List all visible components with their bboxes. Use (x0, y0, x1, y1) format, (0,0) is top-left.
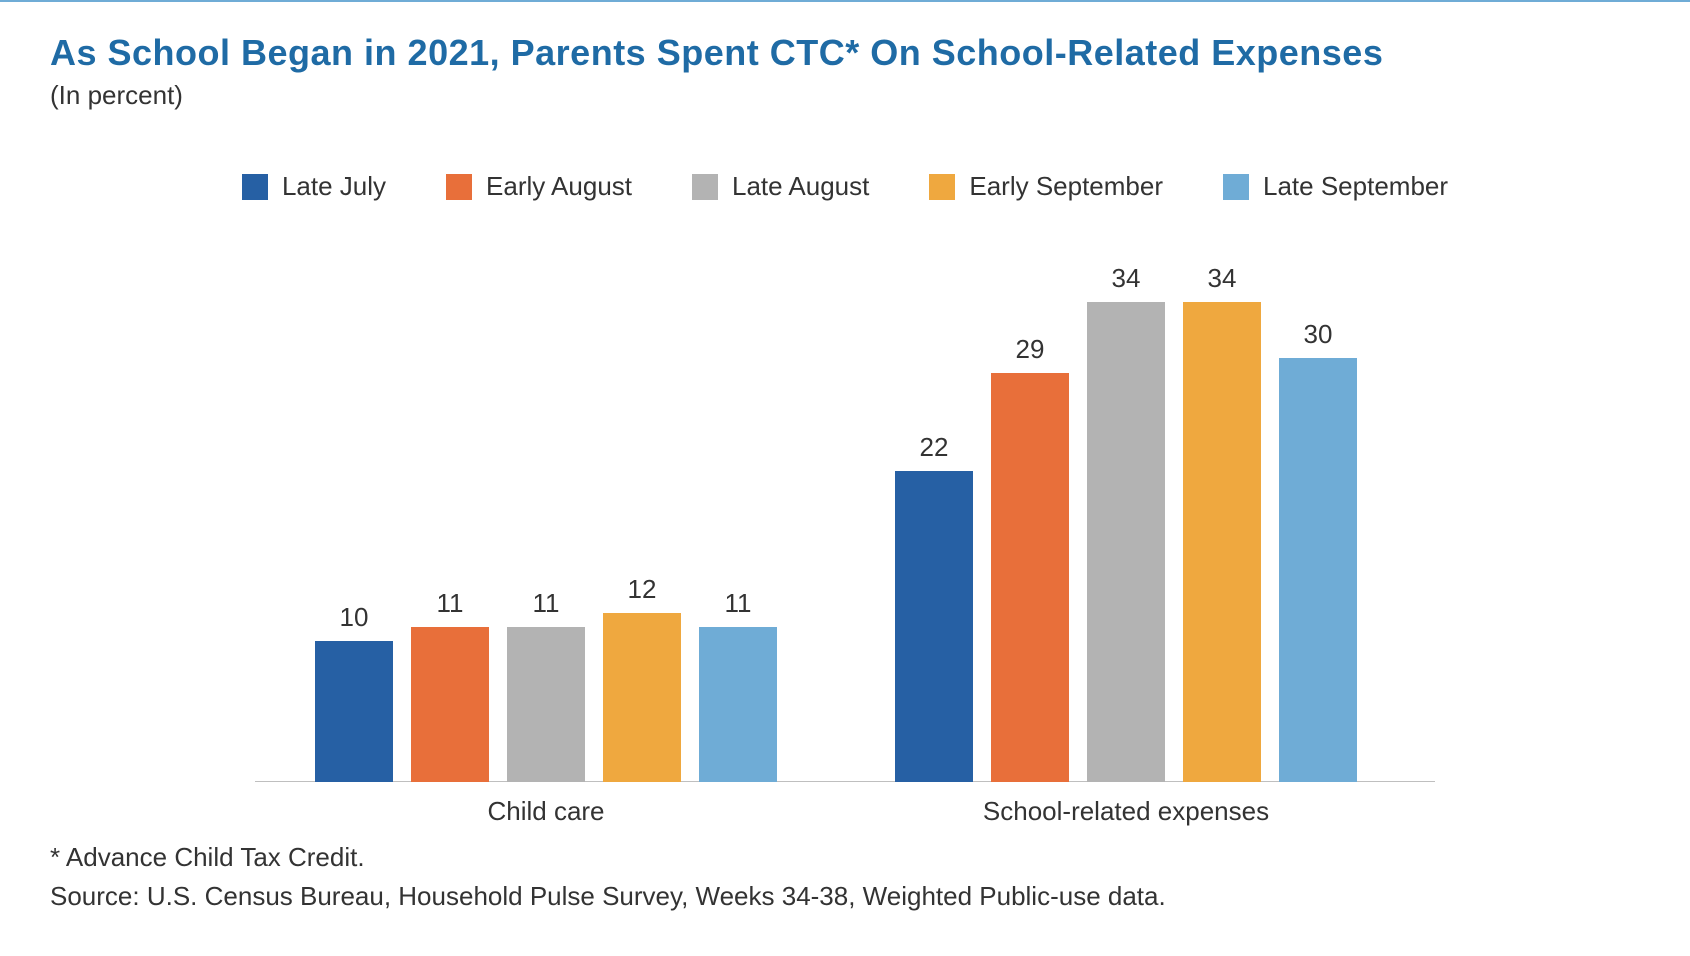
legend-item: Early August (446, 171, 632, 202)
bar (507, 627, 585, 782)
bar-wrap: 12 (603, 574, 681, 782)
bar-value-label: 22 (920, 432, 949, 463)
bar-group: 22 29 34 34 30 (895, 263, 1357, 782)
legend-item: Early September (929, 171, 1163, 202)
legend-item: Late August (692, 171, 869, 202)
bar-wrap: 34 (1183, 263, 1261, 782)
bar-value-label: 11 (533, 588, 560, 619)
category-label: School-related expenses (983, 796, 1269, 827)
bar-value-label: 11 (437, 588, 464, 619)
bar-wrap: 34 (1087, 263, 1165, 782)
bar (699, 627, 777, 782)
legend-label: Early August (486, 171, 632, 202)
bar-wrap: 22 (895, 432, 973, 782)
legend-label: Early September (969, 171, 1163, 202)
legend-swatch (1223, 174, 1249, 200)
bar-wrap: 11 (507, 588, 585, 782)
legend-label: Late July (282, 171, 386, 202)
chart-title: As School Began in 2021, Parents Spent C… (50, 32, 1640, 74)
bar (1087, 302, 1165, 782)
bar-wrap: 30 (1279, 319, 1357, 782)
bar (991, 373, 1069, 782)
bar-value-label: 30 (1304, 319, 1333, 350)
bar (1279, 358, 1357, 782)
bar-wrap: 29 (991, 334, 1069, 782)
footnote-source: Source: U.S. Census Bureau, Household Pu… (50, 877, 1166, 916)
legend-label: Late August (732, 171, 869, 202)
bar (411, 627, 489, 782)
legend: Late July Early August Late August Early Se… (50, 171, 1640, 202)
bar (603, 613, 681, 782)
bar-value-label: 11 (725, 588, 752, 619)
legend-swatch (929, 174, 955, 200)
footnotes: * Advance Child Tax Credit. Source: U.S.… (50, 838, 1166, 916)
chart-subtitle: (In percent) (50, 80, 1640, 111)
bar-value-label: 10 (340, 602, 369, 633)
bar-value-label: 34 (1112, 263, 1141, 294)
category-label: Child care (487, 796, 604, 827)
bar-value-label: 29 (1016, 334, 1045, 365)
chart-frame: As School Began in 2021, Parents Spent C… (50, 32, 1640, 836)
bar-wrap: 11 (699, 588, 777, 782)
legend-label: Late September (1263, 171, 1448, 202)
footnote-asterisk: * Advance Child Tax Credit. (50, 838, 1166, 877)
bar (895, 471, 973, 782)
bar (1183, 302, 1261, 782)
bar-wrap: 10 (315, 602, 393, 782)
bar-value-label: 34 (1208, 263, 1237, 294)
bar-group: 10 11 11 12 11 (315, 574, 777, 782)
bar-value-label: 12 (628, 574, 657, 605)
bar (315, 641, 393, 782)
chart-plot-area: 10 11 11 12 11 22 29 34 34 30 (255, 262, 1435, 782)
bar-wrap: 11 (411, 588, 489, 782)
legend-swatch (242, 174, 268, 200)
legend-item: Late July (242, 171, 386, 202)
category-labels: Child care School-related expenses (255, 796, 1435, 836)
legend-swatch (692, 174, 718, 200)
legend-item: Late September (1223, 171, 1448, 202)
legend-swatch (446, 174, 472, 200)
